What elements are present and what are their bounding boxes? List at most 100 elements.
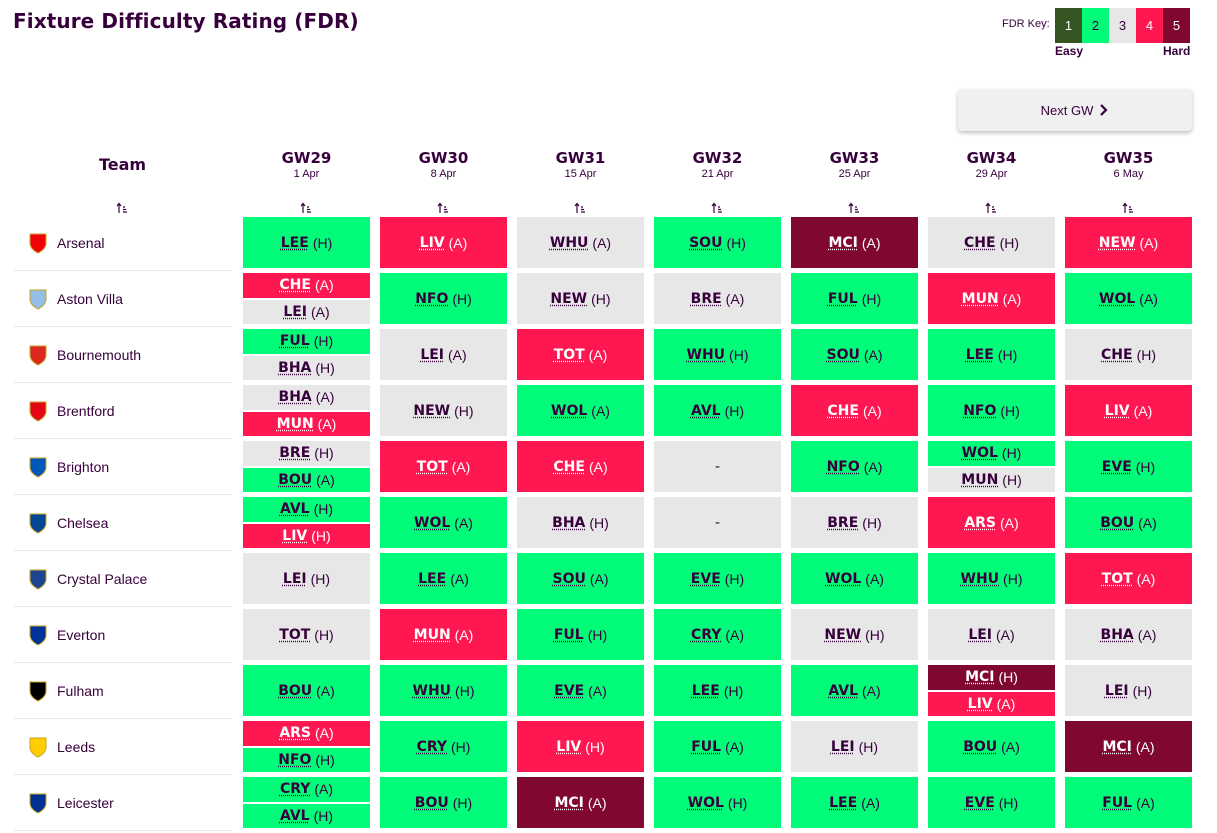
sort-ascending-icon[interactable] <box>985 199 997 213</box>
fixture-opponent[interactable]: CHE <box>279 277 311 294</box>
sort-ascending-icon[interactable] <box>1122 199 1134 213</box>
fixture-opponent[interactable]: AVL <box>279 807 310 824</box>
fixture-opponent[interactable]: EVE <box>554 682 585 699</box>
fixture-opponent[interactable]: WHU <box>686 346 726 363</box>
fixture-opponent[interactable]: FUL <box>279 333 310 350</box>
fixture-opponent[interactable]: LEE <box>280 234 309 251</box>
fixture-opponent[interactable]: LEI <box>283 303 308 320</box>
fixture-opponent[interactable]: CHE <box>827 402 859 419</box>
team-row[interactable]: Brighton <box>14 439 231 495</box>
fixture-opponent[interactable]: LEE <box>691 682 720 699</box>
sort-ascending-icon[interactable] <box>116 199 128 213</box>
sort-ascending-icon[interactable] <box>711 199 723 213</box>
fixture-opponent[interactable]: LIV <box>967 695 993 712</box>
fixture-opponent[interactable]: LEI <box>830 738 855 755</box>
fixture-opponent[interactable]: NFO <box>415 290 449 307</box>
fixture-opponent[interactable]: TOT <box>553 346 585 363</box>
fixture-opponent[interactable]: EVE <box>690 570 721 587</box>
fixture-opponent[interactable]: LEI <box>1104 682 1129 699</box>
fixture-opponent[interactable]: BRE <box>279 445 311 462</box>
fixture-opponent[interactable]: WOL <box>687 794 724 811</box>
next-gameweek-button[interactable]: Next GW <box>958 89 1192 131</box>
team-row[interactable]: Bournemouth <box>14 327 231 383</box>
fixture-opponent[interactable]: CHE <box>553 458 585 475</box>
fixture-opponent[interactable]: ARS <box>964 514 997 531</box>
fixture-opponent[interactable]: WHU <box>412 682 452 699</box>
fixture-opponent[interactable]: CRY <box>690 626 722 643</box>
fixture-opponent[interactable]: WHU <box>549 234 589 251</box>
fixture-opponent[interactable]: LEE <box>829 794 858 811</box>
fixture-opponent[interactable]: NEW <box>550 290 588 307</box>
fixture-opponent[interactable]: AVL <box>690 402 721 419</box>
fixture-opponent[interactable]: CRY <box>416 738 447 755</box>
fixture-opponent[interactable]: CHE <box>964 234 996 251</box>
team-row[interactable]: Chelsea <box>14 495 231 551</box>
fixture-opponent[interactable]: LIV <box>1104 402 1130 419</box>
team-row[interactable]: Aston Villa <box>14 271 231 327</box>
fixture-opponent[interactable]: FUL <box>691 738 722 755</box>
fixture-opponent[interactable]: TOT <box>279 626 311 643</box>
fixture-opponent[interactable]: NEW <box>413 402 451 419</box>
sort-ascending-icon[interactable] <box>437 199 449 213</box>
team-row[interactable]: Crystal Palace <box>14 551 231 607</box>
fixture-opponent[interactable]: MUN <box>276 415 314 432</box>
team-row[interactable]: Brentford <box>14 383 231 439</box>
fixture-opponent[interactable]: WOL <box>825 570 862 587</box>
fixture-opponent[interactable]: FUL <box>1102 794 1133 811</box>
fixture-opponent[interactable]: SOU <box>552 570 586 587</box>
fixture-opponent[interactable]: CHE <box>1101 346 1133 363</box>
fixture-opponent[interactable]: BHA <box>278 389 312 406</box>
fixture-opponent[interactable]: WOL <box>551 402 588 419</box>
fixture-opponent[interactable]: TOT <box>1101 570 1133 587</box>
fixture-opponent[interactable]: BHA <box>552 514 586 531</box>
team-row[interactable]: Leeds <box>14 719 231 775</box>
fixture-opponent[interactable]: LEI <box>968 626 993 643</box>
fixture-opponent[interactable]: BOU <box>963 738 998 755</box>
sort-ascending-icon[interactable] <box>574 199 586 213</box>
sort-ascending-icon[interactable] <box>848 199 860 213</box>
sort-ascending-icon[interactable] <box>300 199 312 213</box>
fixture-opponent[interactable]: SOU <box>826 346 860 363</box>
fixture-opponent[interactable]: WHU <box>960 570 1000 587</box>
fixture-opponent[interactable]: AVL <box>828 682 858 699</box>
fixture-opponent[interactable]: MUN <box>961 471 999 488</box>
team-row[interactable]: Fulham <box>14 663 231 719</box>
fixture-opponent[interactable]: WOL <box>414 514 451 531</box>
fixture-opponent[interactable]: BOU <box>278 471 313 488</box>
fixture-opponent[interactable]: BOU <box>1100 514 1135 531</box>
fixture-opponent[interactable]: MUN <box>413 626 451 643</box>
fixture-opponent[interactable]: EVE <box>1101 458 1132 475</box>
team-row[interactable]: Leicester <box>14 775 231 831</box>
fixture-opponent[interactable]: FUL <box>553 626 584 643</box>
fixture-opponent[interactable]: NEW <box>1098 234 1136 251</box>
fixture-opponent[interactable]: BOU <box>278 682 313 699</box>
fixture-opponent[interactable]: FUL <box>827 290 858 307</box>
fixture-opponent[interactable]: LEI <box>420 346 445 363</box>
fixture-opponent[interactable]: LIV <box>556 738 582 755</box>
team-row[interactable]: Everton <box>14 607 231 663</box>
fixture-opponent[interactable]: LEE <box>418 570 447 587</box>
fixture-opponent[interactable]: NFO <box>826 458 860 475</box>
fixture-opponent[interactable]: AVL <box>279 501 310 518</box>
fixture-opponent[interactable]: MCI <box>1102 738 1132 755</box>
fixture-opponent[interactable]: CRY <box>279 781 311 798</box>
fixture-opponent[interactable]: EVE <box>964 794 995 811</box>
fixture-opponent[interactable]: NEW <box>824 626 862 643</box>
fixture-opponent[interactable]: MCI <box>965 669 995 686</box>
fixture-opponent[interactable]: NFO <box>278 751 312 768</box>
fixture-opponent[interactable]: BRE <box>827 514 859 531</box>
fixture-opponent[interactable]: BHA <box>278 359 312 376</box>
fixture-opponent[interactable]: MCI <box>554 794 584 811</box>
fixture-opponent[interactable]: BRE <box>690 290 722 307</box>
fixture-opponent[interactable]: MCI <box>828 234 858 251</box>
team-row[interactable]: Arsenal <box>14 215 231 271</box>
fixture-opponent[interactable]: SOU <box>689 234 723 251</box>
fixture-opponent[interactable]: BOU <box>414 794 449 811</box>
fixture-opponent[interactable]: BHA <box>1100 626 1134 643</box>
fixture-opponent[interactable]: MUN <box>961 290 999 307</box>
fixture-opponent[interactable]: TOT <box>416 458 448 475</box>
fixture-opponent[interactable]: LEI <box>282 570 307 587</box>
fixture-opponent[interactable]: WOL <box>1099 290 1136 307</box>
fixture-opponent[interactable]: ARS <box>279 725 312 742</box>
fixture-opponent[interactable]: LIV <box>419 234 445 251</box>
